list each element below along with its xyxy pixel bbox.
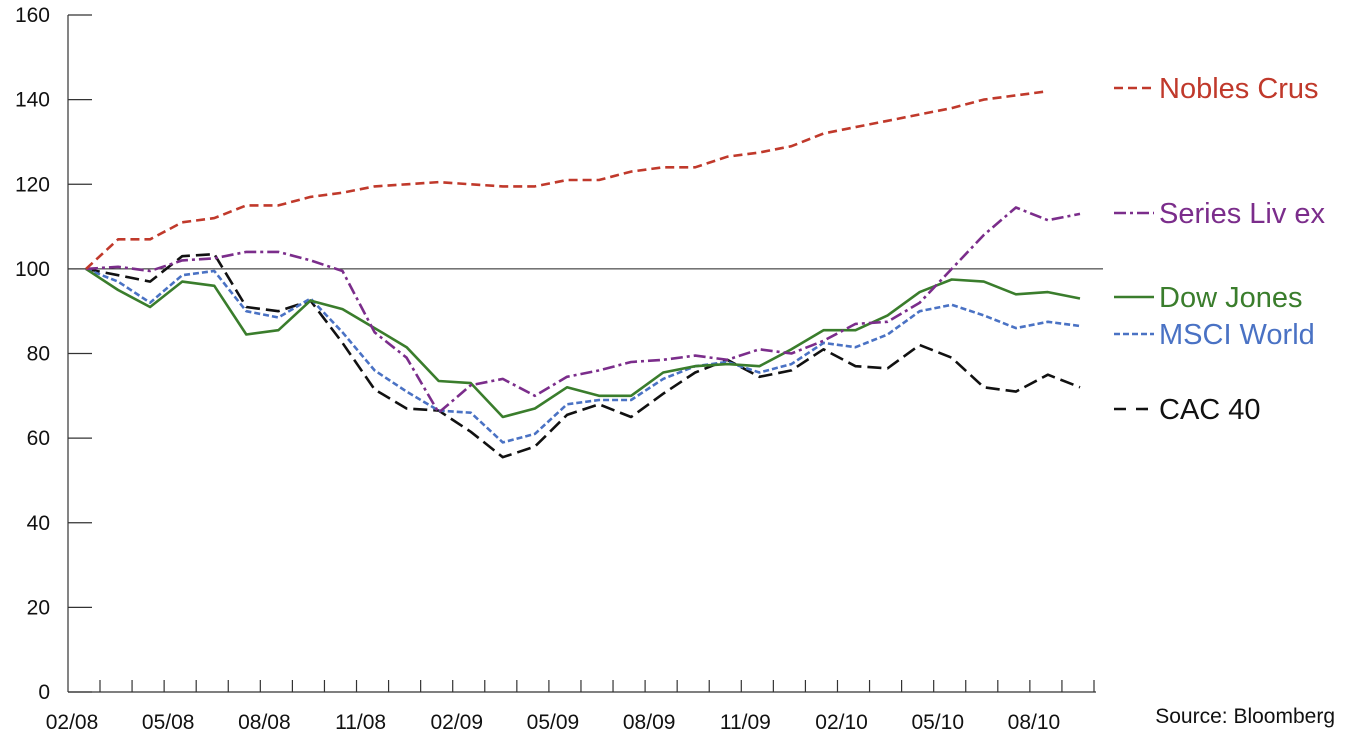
x-tick-label: 02/09 (430, 711, 483, 734)
y-tick-label: 0 (38, 681, 50, 704)
series-line-dow-jones (85, 267, 1081, 419)
legend-label: MSCI World (1159, 319, 1315, 351)
series-group (85, 89, 1081, 459)
y-tick-label: 40 (27, 512, 50, 535)
chart-axes: 0 20 40 60 80 100 120 140 160 02/08 05/08 08/08 11/0… (15, 4, 1096, 734)
x-tick-label: 02/08 (46, 711, 99, 734)
x-tick-label: 05/09 (527, 711, 580, 734)
x-tick-label: 05/08 (142, 711, 195, 734)
y-tick-label: 80 (27, 343, 50, 366)
x-tick-label: 11/09 (720, 711, 771, 734)
series-line-cac-40 (85, 252, 1081, 459)
y-tick-label: 20 (27, 596, 50, 619)
y-tick-label: 120 (15, 173, 50, 196)
x-tick-label: 05/10 (911, 711, 964, 734)
legend-label: Nobles Crus (1159, 73, 1319, 105)
series-line-nobles-crus (85, 89, 1049, 270)
y-tick-label: 160 (15, 4, 50, 27)
source-label: Source: Bloomberg (1155, 705, 1335, 728)
x-tick-label: 02/10 (815, 711, 868, 734)
series-line-series-liv-ex (85, 206, 1081, 415)
y-tick-label: 60 (27, 427, 50, 450)
y-tick-label: 140 (15, 89, 50, 112)
x-tick-label: 11/08 (335, 711, 386, 734)
legend-label: Dow Jones (1159, 282, 1302, 314)
legend: Nobles Crus Series Liv ex Dow Jones MSCI Wo… (1114, 73, 1326, 426)
x-tick-label: 08/10 (1008, 711, 1061, 734)
y-tick-label: 100 (15, 258, 50, 281)
x-tick-label: 08/09 (623, 711, 676, 734)
series-line-msci-world (85, 267, 1081, 444)
x-tick-label: 08/08 (238, 711, 291, 734)
legend-label: CAC 40 (1159, 394, 1261, 426)
legend-label: Series Liv ex (1159, 198, 1326, 230)
